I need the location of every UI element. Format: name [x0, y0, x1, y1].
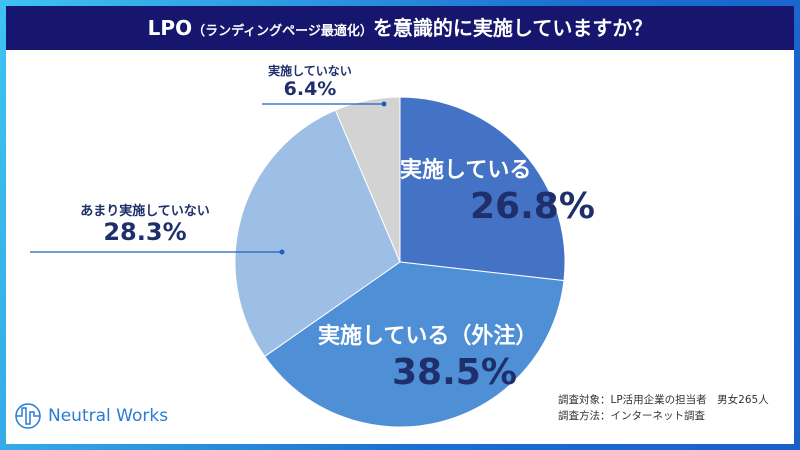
- slice-value-0: 26.8%: [470, 186, 595, 227]
- title-suffix: を意識的に実施していますか？: [372, 16, 653, 40]
- note-method: 調査方法：インターネット調査: [558, 410, 705, 422]
- title-prefix: LPO: [147, 16, 193, 40]
- pie-slice-0: [399, 96, 566, 282]
- slice-value-3: 6.4%: [283, 78, 337, 100]
- pie-slice-1: [264, 261, 565, 428]
- slice-label-2: あまり実施していない: [80, 204, 210, 219]
- slice-label-0: 実施している（内製）: [400, 158, 620, 183]
- logo-text: Neutral Works: [48, 406, 169, 426]
- slice-value-2: 28.3%: [103, 218, 187, 246]
- pie-slice-3: [334, 96, 401, 263]
- note-target: 調査対象：LP活用企業の担当者 男女265人: [558, 394, 769, 406]
- logo: Neutral Works: [14, 402, 168, 430]
- leader-line-3-dot: [381, 101, 387, 107]
- slice-label-3: 実施していない: [268, 64, 352, 78]
- slice-value-1: 38.5%: [392, 352, 517, 393]
- pie-slice-2: [234, 109, 401, 358]
- chart-title: LPO（ランディングページ最適化）を意識的に実施していますか？: [6, 6, 794, 50]
- title-small: （ランディングページ最適化）: [192, 24, 373, 39]
- leader-line-2-dot: [279, 249, 285, 255]
- slice-label-1: 実施している（外注）: [318, 324, 538, 349]
- logo-icon: [15, 403, 41, 429]
